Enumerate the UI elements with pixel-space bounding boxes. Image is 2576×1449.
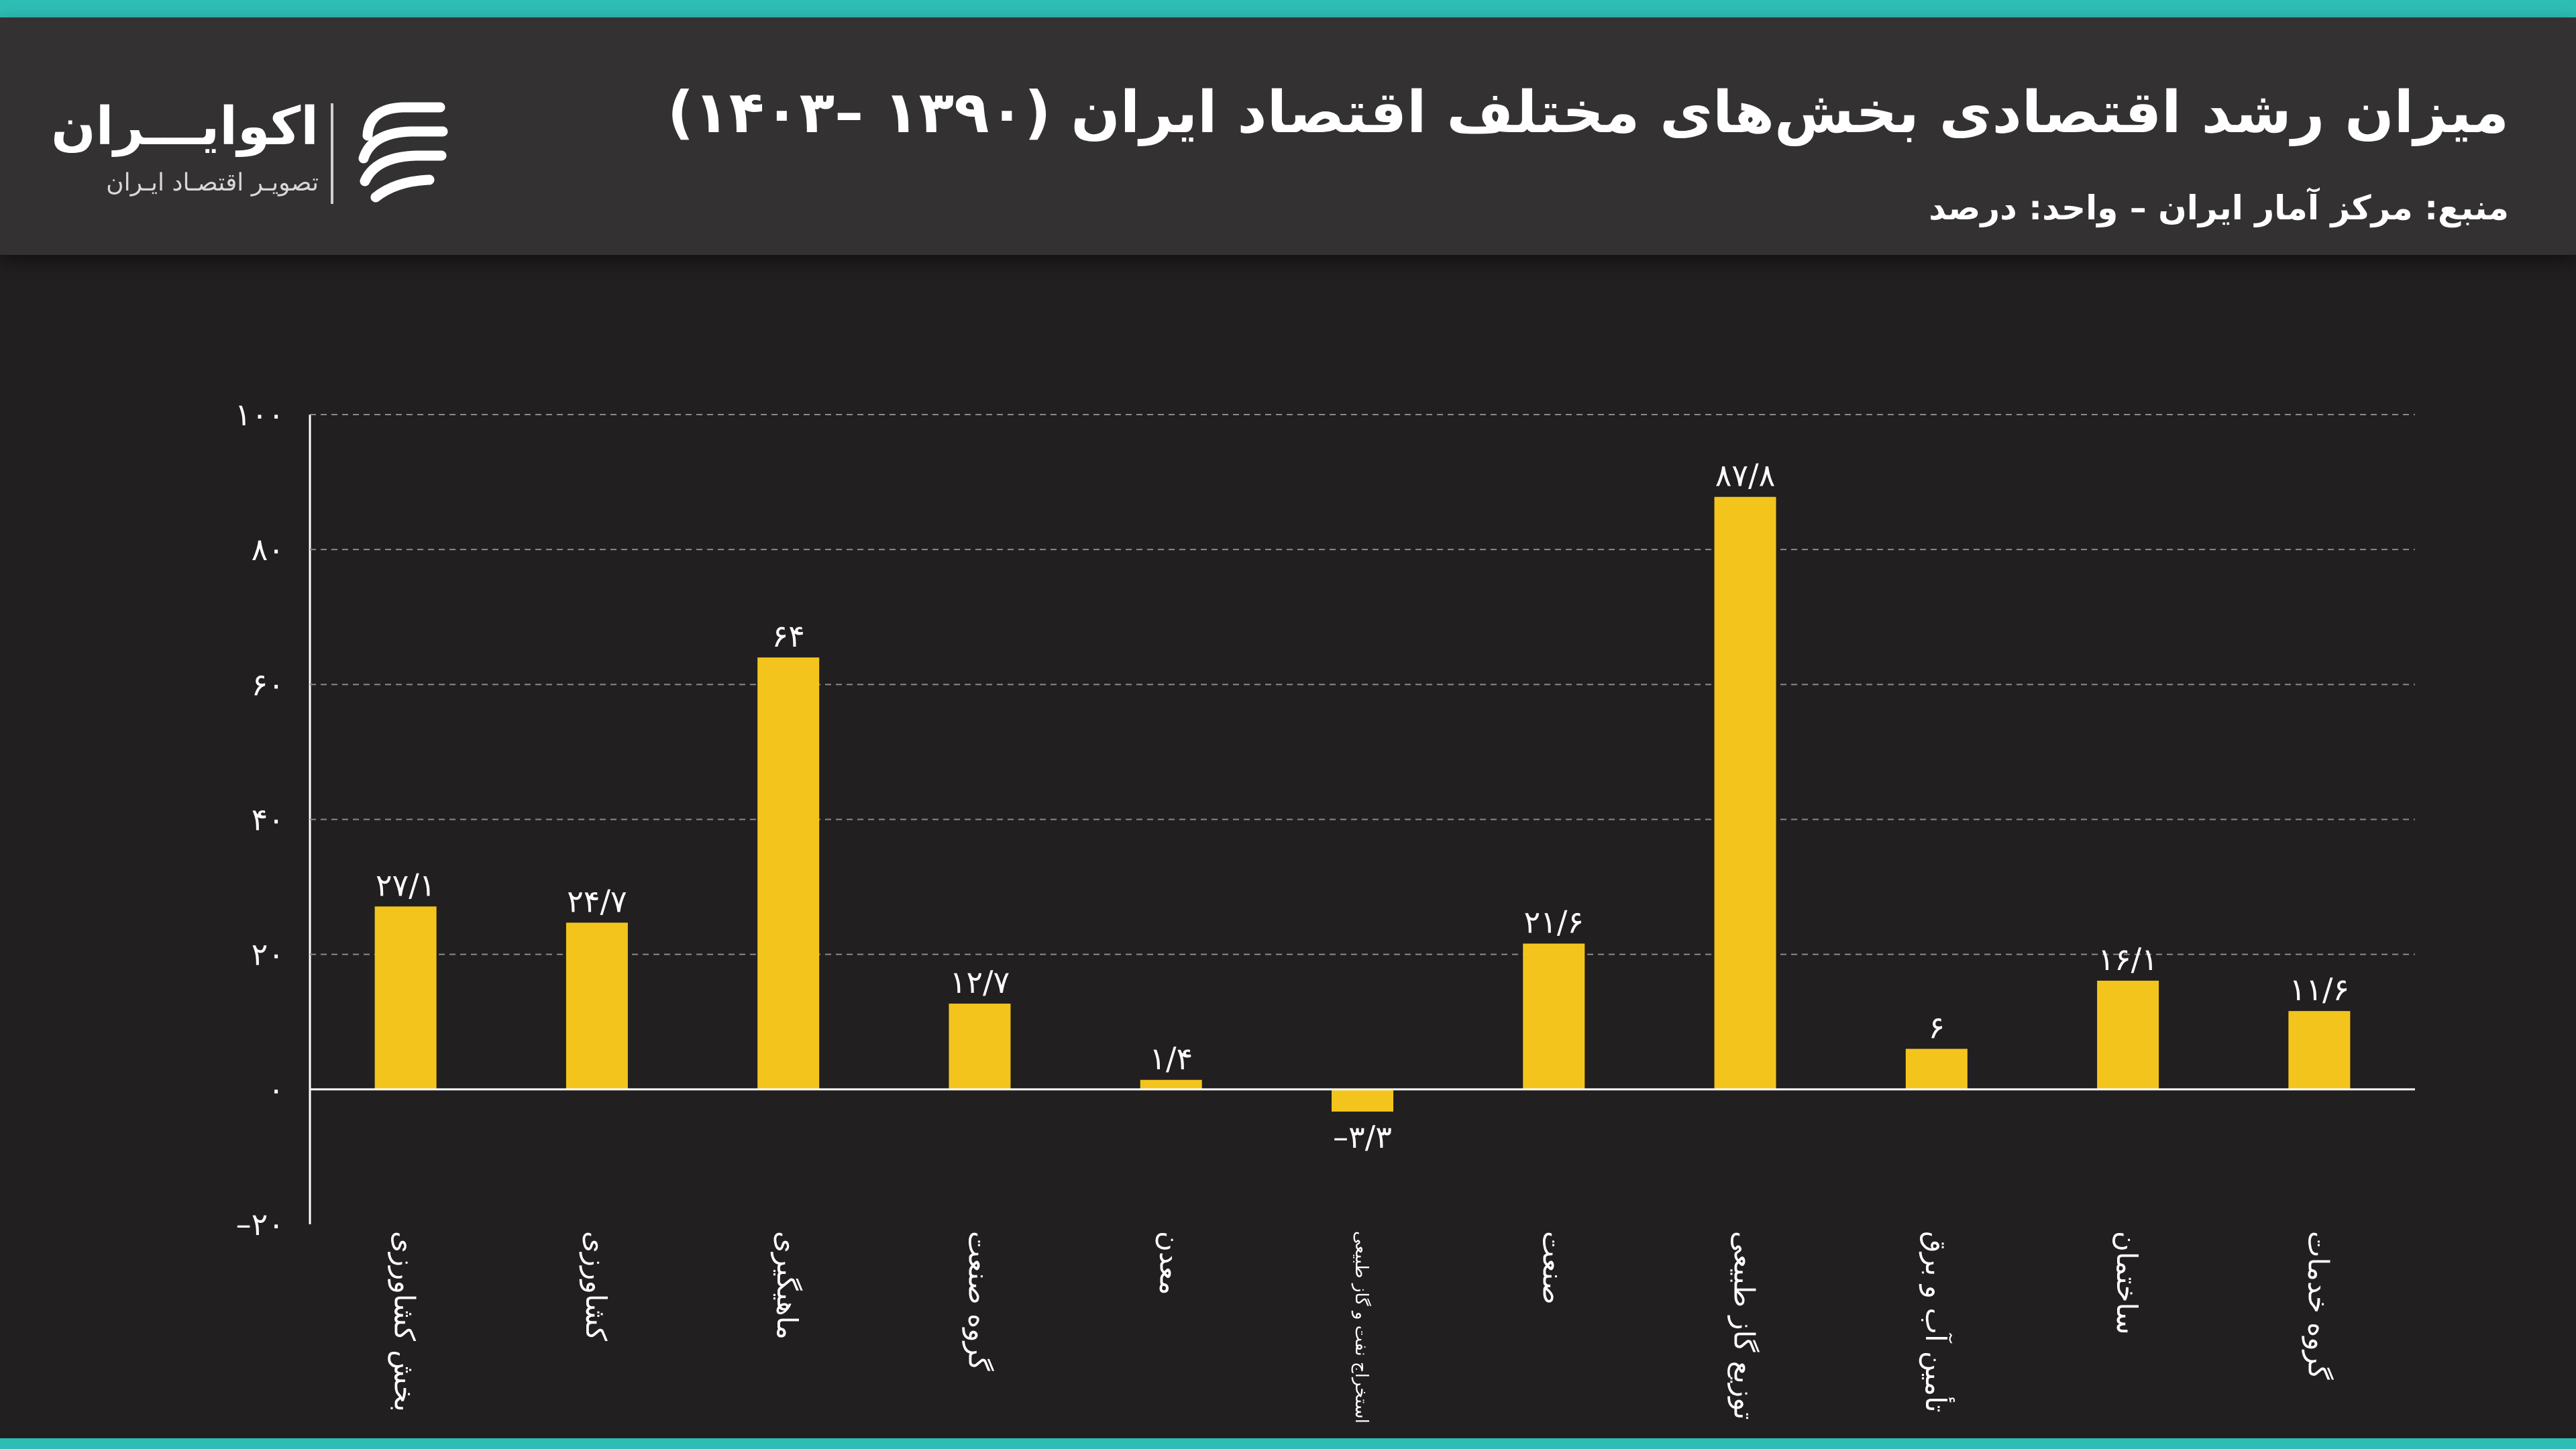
y-tick-label: ۶۰ <box>252 666 284 702</box>
bar-value-label: ۱۲/۷ <box>950 964 1010 1000</box>
y-tick-label: –۲۰ <box>236 1206 284 1242</box>
category-label: ساختمان <box>2110 1231 2143 1335</box>
brand-tagline: تصویـر اقتصـاد ایـران <box>106 169 319 197</box>
bar-value-label: ۱۱/۶ <box>2290 971 2350 1008</box>
category-label: گروه خدمات <box>2302 1231 2334 1380</box>
bar <box>1714 496 1776 1089</box>
category-label: تأمین آب و برق <box>1919 1231 1955 1413</box>
bar-value-label: ۸۷/۸ <box>1715 458 1776 494</box>
y-tick-label: ۲۰ <box>252 936 284 973</box>
category-label: کشاورزی <box>580 1231 612 1341</box>
brand-mark-icon <box>358 102 448 203</box>
bar <box>757 657 820 1089</box>
bar-value-label: –۳/۳ <box>1333 1119 1392 1155</box>
bar <box>1140 1079 1202 1089</box>
brand-name: اکوایـــران <box>51 97 319 157</box>
top-accent-strip <box>0 0 2576 17</box>
bar <box>374 906 437 1089</box>
category-label: صنعت <box>1536 1231 1569 1305</box>
y-tick-label: ۸۰ <box>252 531 284 568</box>
bar-value-label: ۲۱/۶ <box>1523 904 1584 941</box>
bar-value-label: ۲۷/۱ <box>376 867 436 903</box>
bar <box>2097 980 2159 1089</box>
logo-divider <box>331 103 333 204</box>
bar-value-label: ۱/۴ <box>1149 1040 1193 1077</box>
category-label: ماهیگیری <box>771 1231 804 1340</box>
bar <box>2288 1011 2351 1089</box>
bar <box>1905 1049 1968 1089</box>
y-tick-label: ۰ <box>268 1071 284 1108</box>
category-label: بخش کشاورزی <box>388 1231 421 1412</box>
bar-value-label: ۲۴/۷ <box>567 883 627 919</box>
bar <box>1523 943 1585 1089</box>
category-label: توزیع گاز طبیعی <box>1727 1231 1761 1420</box>
bar-value-label: ۶ <box>1928 1009 1945 1045</box>
y-tick-label: ۱۰۰ <box>235 396 284 433</box>
bar-value-label: ۱۶/۱ <box>2098 941 2158 977</box>
y-tick-label: ۴۰ <box>252 802 284 838</box>
bar <box>566 922 628 1089</box>
category-label: استخراج نفت و گاز طبیعی <box>1351 1231 1372 1424</box>
bar-value-label: ۶۴ <box>771 618 804 654</box>
bottom-accent-strip <box>0 1438 2576 1449</box>
bar <box>949 1004 1011 1089</box>
category-label: گروه صنعت <box>962 1231 995 1371</box>
bar <box>1332 1089 1393 1112</box>
category-label: معدن <box>1154 1231 1187 1295</box>
brand-logo: اکوایـــران تصویـر اقتصـاد ایـران <box>51 97 466 217</box>
header-panel: میزان رشد اقتصادی بخش‌های مختلف اقتصاد ا… <box>0 17 2576 255</box>
chart-title: میزان رشد اقتصادی بخش‌های مختلف اقتصاد ا… <box>667 79 2509 146</box>
chart-source-unit: منبع: مرکز آمار ایران – واحد: درصد <box>1929 189 2509 227</box>
